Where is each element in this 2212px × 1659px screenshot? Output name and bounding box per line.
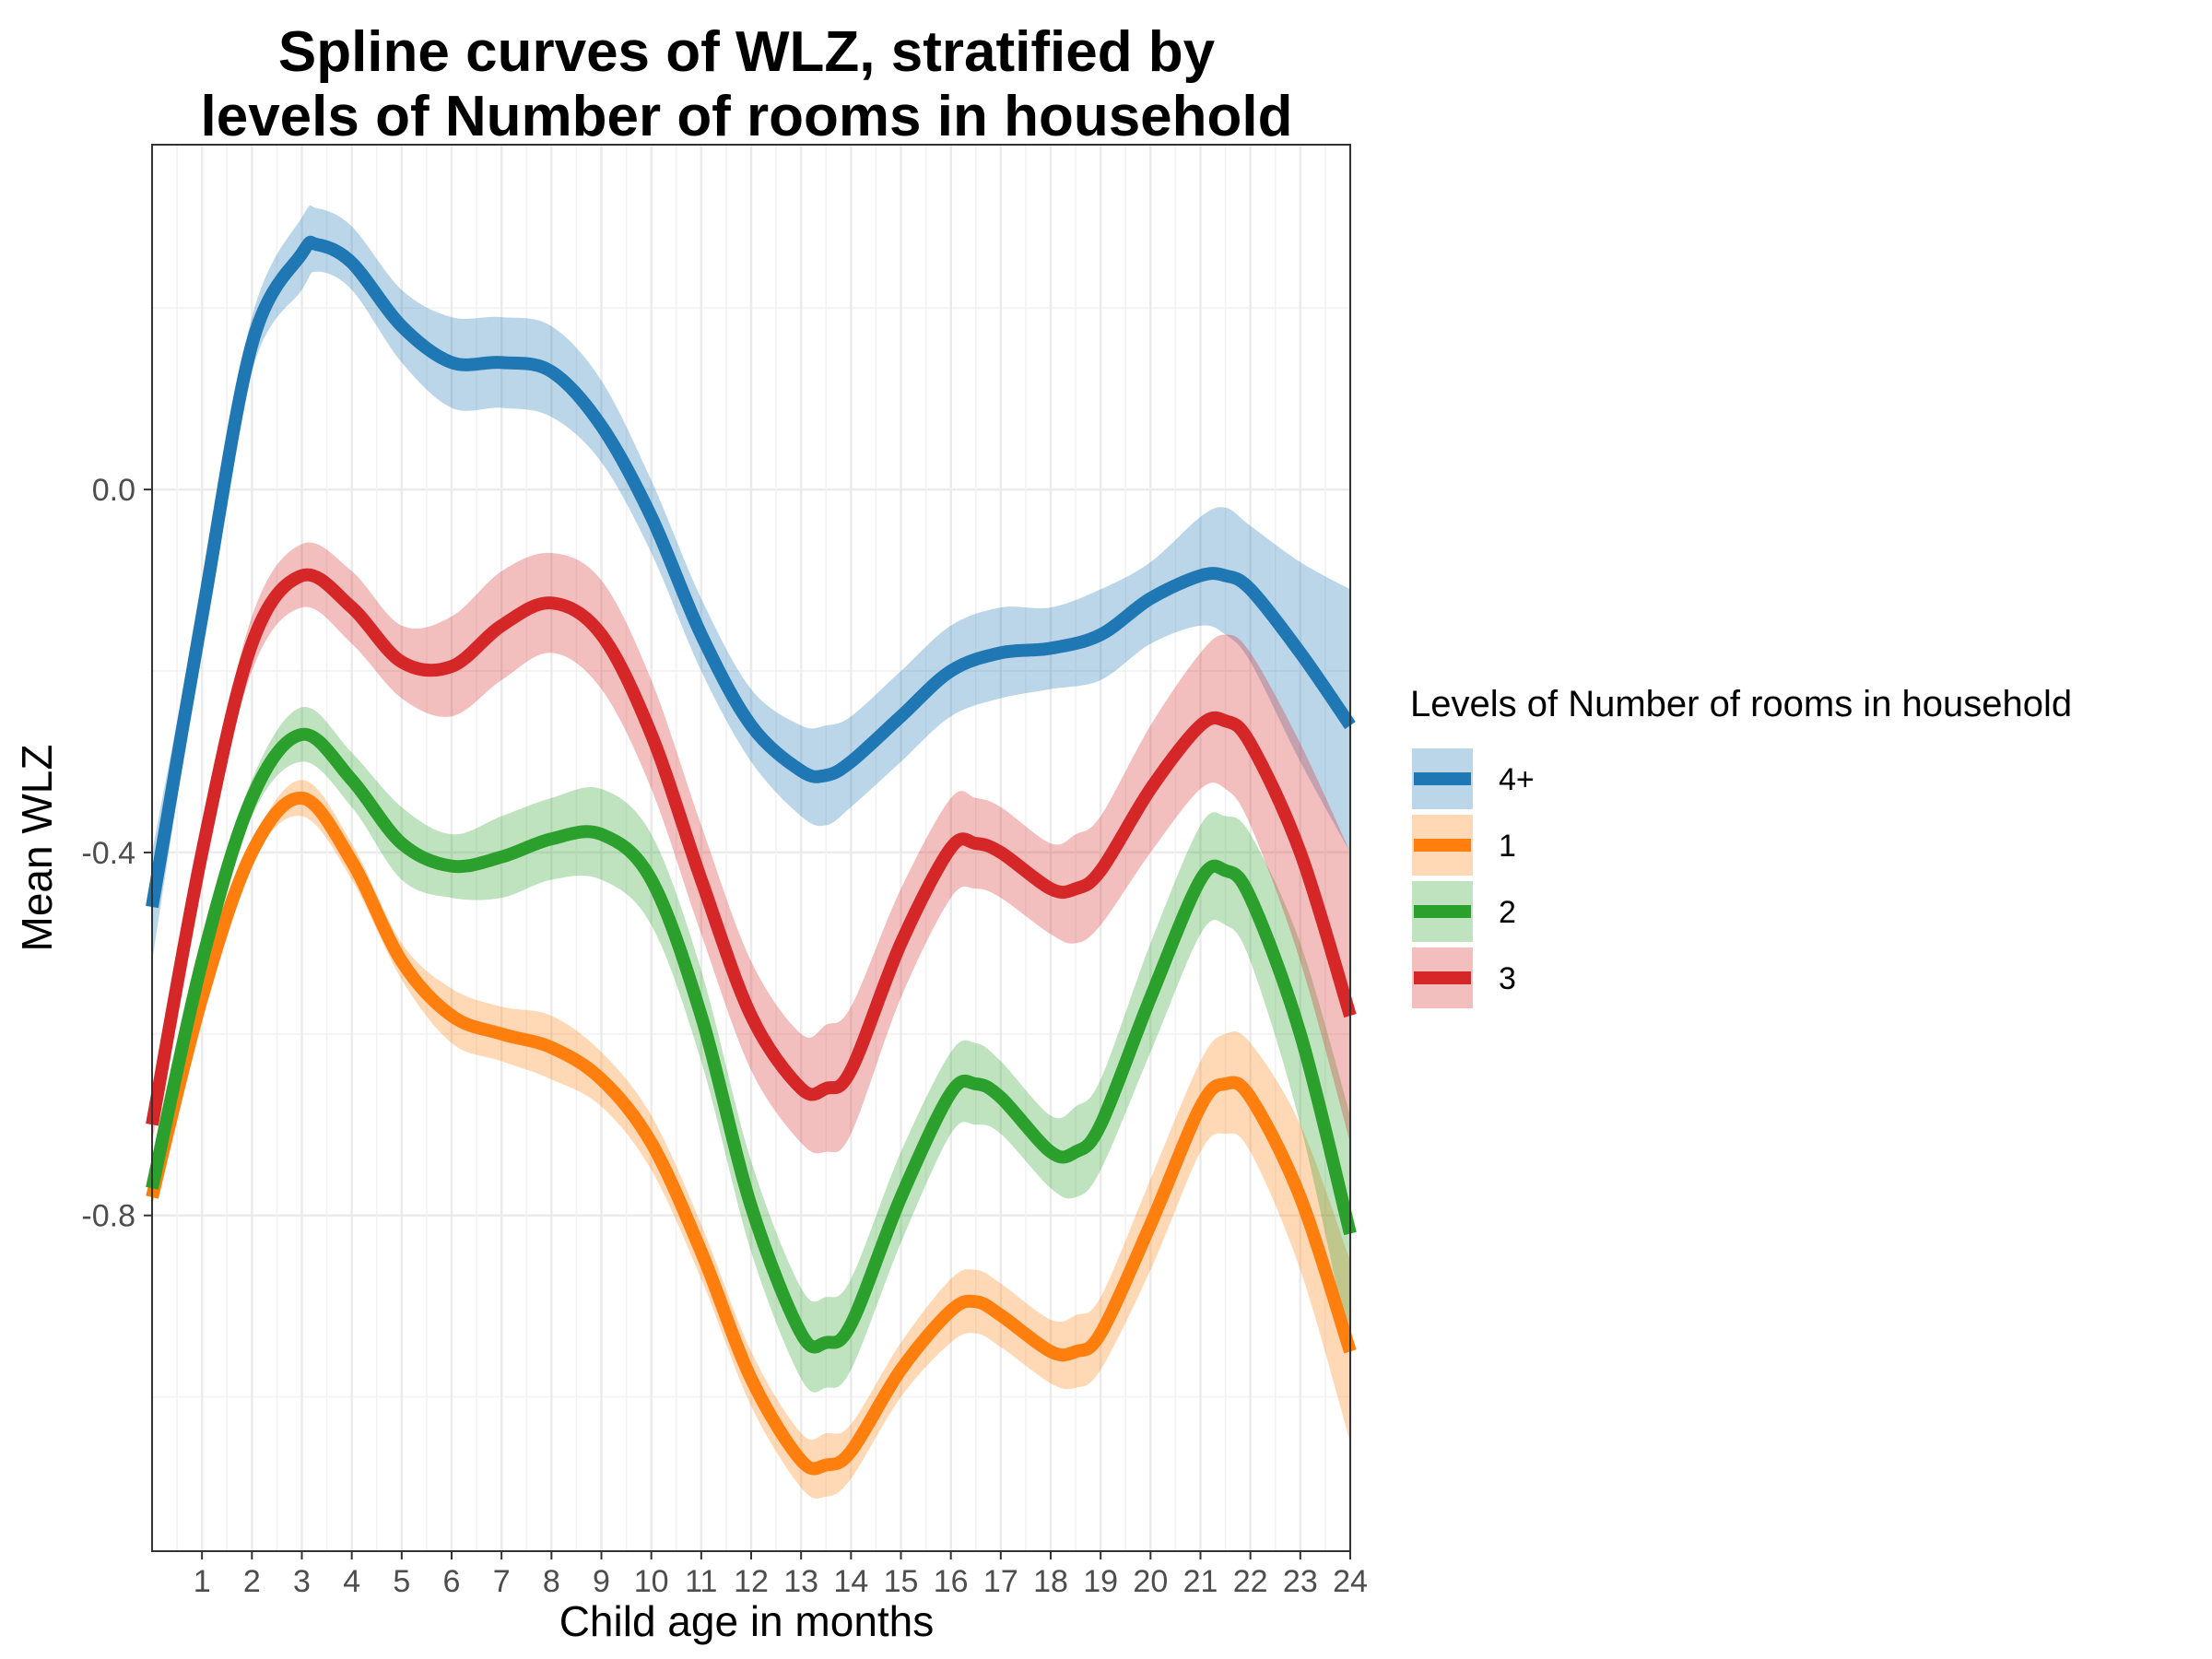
x-tick-label: 24: [1333, 1564, 1368, 1599]
chart-title-line1: Spline curves of WLZ, stratified by: [278, 20, 1216, 84]
x-tick-label: 13: [783, 1564, 818, 1599]
x-tick-label: 8: [543, 1564, 560, 1599]
line-series-4+: [146, 235, 1356, 909]
x-tick-label: 4: [343, 1564, 360, 1599]
x-tick-label: 5: [393, 1564, 410, 1599]
y-axis-title: Mean WLZ: [13, 745, 61, 952]
axes: 1 2 3 4 5 6 7 8 9 10 11 12 13 14 15 16 17 18 19 20 21 22 23 240…: [81, 473, 1368, 1599]
legend-item-2: 2: [1412, 881, 1516, 942]
y-tick-label: 0.0: [92, 473, 135, 508]
x-axis-title: Child age in months: [559, 1597, 935, 1645]
x-tick-label: 11: [685, 1564, 717, 1599]
legend-label: 2: [1499, 895, 1516, 930]
band-series-4+: [152, 205, 1350, 962]
line-series-3: [146, 568, 1357, 1126]
x-tick-label: 14: [833, 1564, 868, 1599]
legend-label: 4+: [1499, 762, 1535, 797]
legend-item-3: 3: [1412, 947, 1516, 1008]
y-tick-label: -0.8: [81, 1199, 135, 1234]
x-tick-label: 18: [1033, 1564, 1068, 1599]
x-tick-label: 2: [243, 1564, 261, 1599]
x-tick-label: 15: [884, 1564, 919, 1599]
legend-label: 1: [1499, 829, 1516, 864]
x-tick-label: 17: [983, 1564, 1018, 1599]
series-lines: [146, 235, 1357, 1476]
x-tick-label: 20: [1133, 1564, 1168, 1599]
band-series-2: [152, 706, 1350, 1393]
legend-item-4+: 4+: [1412, 748, 1535, 809]
y-tick-label: -0.4: [81, 836, 135, 871]
band-series-1: [152, 780, 1350, 1499]
grid-layer: [152, 145, 1352, 1551]
x-tick-label: 9: [593, 1564, 610, 1599]
x-tick-label: 7: [493, 1564, 511, 1599]
x-tick-label: 10: [634, 1564, 669, 1599]
x-tick-label: 21: [1183, 1564, 1218, 1599]
legend-title: Levels of Number of rooms in household: [1410, 684, 2072, 724]
band-series-3: [152, 542, 1350, 1154]
chart-title-line2: levels of Number of rooms in household: [200, 85, 1292, 148]
x-tick-label: 19: [1083, 1564, 1118, 1599]
x-tick-label: 16: [934, 1564, 969, 1599]
x-tick-label: 23: [1283, 1564, 1318, 1599]
x-tick-label: 3: [293, 1564, 311, 1599]
legend-label: 3: [1499, 961, 1516, 996]
legend-item-1: 1: [1412, 815, 1516, 876]
x-tick-label: 6: [443, 1564, 461, 1599]
x-tick-label: 12: [734, 1564, 769, 1599]
x-tick-label: 22: [1233, 1564, 1268, 1599]
confidence-bands: [152, 205, 1350, 1499]
x-tick-label: 1: [194, 1564, 211, 1599]
line-series-2: [146, 727, 1357, 1354]
legend: Levels of Number of rooms in household 4…: [1410, 684, 2072, 1008]
line-series-1: [146, 791, 1357, 1476]
